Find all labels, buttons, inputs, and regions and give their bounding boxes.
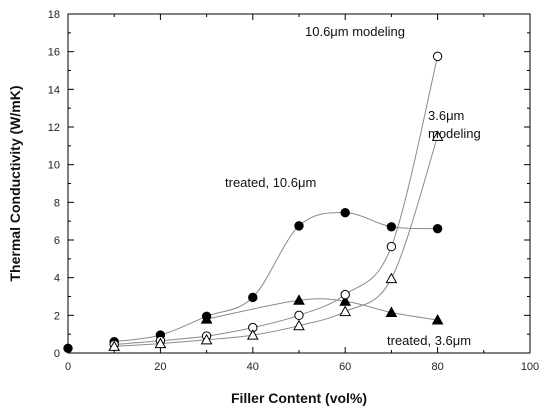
point-open-triangle-70 <box>385 272 398 284</box>
y-tick-label: 18 <box>48 9 60 21</box>
y-tick-label: 6 <box>54 235 60 247</box>
point-open-circle-50 <box>294 310 304 321</box>
y-tick-label: 14 <box>48 84 60 96</box>
point-open-triangle-60 <box>339 305 352 317</box>
x-tick-label: 40 <box>247 361 259 373</box>
x-tick-label: 20 <box>154 361 166 373</box>
series-line-1 <box>206 298 438 321</box>
point-filled-circle-50 <box>294 221 304 231</box>
point-open-circle-80 <box>432 51 443 62</box>
labels: 10.6μm modeling 3.6μm modeling treated, 10.… <box>225 24 481 348</box>
x-axis-title: Filler Content (vol%) <box>231 390 367 406</box>
point-open-triangle-50 <box>293 319 305 331</box>
y-tick-label: 2 <box>54 310 60 322</box>
point-filled-triangle-80 <box>431 314 444 325</box>
y-tick-label: 8 <box>54 197 60 209</box>
annotation-modeling106: 10.6μm modeling <box>305 24 405 39</box>
curves <box>114 56 439 347</box>
annotation-modeling36b: modeling <box>428 126 481 141</box>
point-open-triangle-10 <box>108 340 121 351</box>
x-tick-label: 100 <box>521 361 539 373</box>
y-axis-title: Thermal Conductivity (W/mK) <box>7 85 23 281</box>
point-open-triangle-30 <box>200 333 213 345</box>
point-filled-triangle-70 <box>385 306 398 318</box>
x-tick-label: 0 <box>65 361 71 373</box>
point-filled-triangle-50 <box>293 294 305 305</box>
point-filled-triangle-60 <box>339 295 352 306</box>
point-filled-circle-70 <box>386 222 397 232</box>
point-filled-circle-40 <box>248 292 258 303</box>
markers <box>63 51 444 353</box>
series-line-3 <box>114 136 439 347</box>
point-filled-triangle-30 <box>200 313 213 324</box>
point-open-triangle-40 <box>246 329 259 340</box>
series-line-2 <box>114 56 439 345</box>
annotation-modeling36a: 3.6μm <box>428 108 464 123</box>
point-filled-circle-60 <box>340 207 350 218</box>
y-tick-label: 4 <box>54 273 60 285</box>
point-open-circle-70 <box>386 241 397 252</box>
axes: 0 20 40 60 80 100 0 2 4 6 8 10 12 14 16 18 Filler Conten… <box>7 9 539 406</box>
y-tick-label: 10 <box>48 160 60 172</box>
point-filled-circle-0 <box>63 343 73 353</box>
y-tick-label: 12 <box>48 122 60 134</box>
point-open-circle-60 <box>340 289 350 300</box>
x-tick-label: 80 <box>431 361 443 373</box>
x-tick-label: 60 <box>339 361 351 373</box>
point-filled-circle-80 <box>432 224 443 234</box>
y-tick-label: 16 <box>48 47 60 59</box>
y-tick-label: 0 <box>54 348 60 360</box>
annotation-treated106: treated, 10.6μm <box>225 175 316 190</box>
annotation-treated36: treated, 3.6μm <box>387 333 471 348</box>
series-line-0 <box>114 212 438 343</box>
point-open-triangle-20 <box>154 337 167 349</box>
point-open-triangle-80 <box>431 130 444 141</box>
